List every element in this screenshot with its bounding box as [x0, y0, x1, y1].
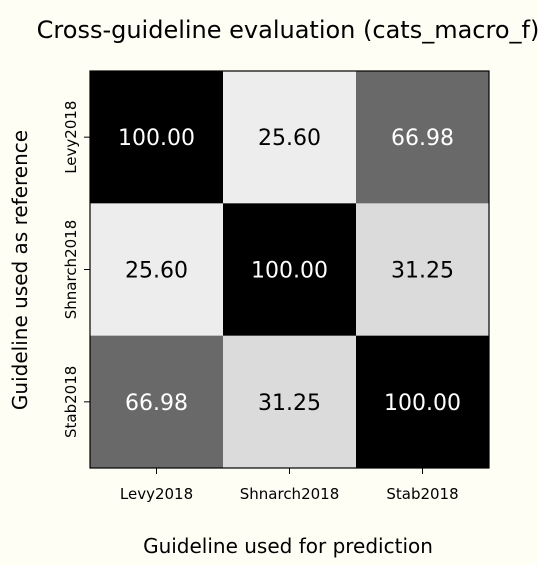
heatmap-cell-1-2	[356, 203, 490, 337]
x-axis-ticks: Levy2018 Shnarch2018 Stab2018	[120, 468, 459, 503]
chart-title: Cross-guideline evaluation (cats_macro_f…	[37, 16, 538, 44]
cell-value-label-1-0: 25.60	[125, 259, 188, 284]
y-tick-label-1: Shnarch2018	[62, 220, 80, 320]
cell-value-label-0-1: 25.60	[258, 126, 321, 151]
x-axis-label: Guideline used for prediction	[143, 534, 433, 558]
y-tick-label-2: Stab2018	[62, 366, 80, 438]
heatmap-cell-0-2	[356, 71, 490, 204]
cell-value-label-2-0: 66.98	[125, 391, 188, 416]
cell-value-label-1-1: 100.00	[251, 259, 328, 284]
cell-value-label-1-2: 31.25	[391, 259, 454, 284]
x-tick-label-1: Shnarch2018	[240, 485, 340, 503]
y-axis-ticks: Levy2018 Shnarch2018 Stab2018	[62, 101, 90, 438]
y-tick-label-0: Levy2018	[62, 101, 80, 174]
cell-value-label-0-2: 66.98	[391, 126, 454, 151]
x-tick-label-2: Stab2018	[386, 485, 458, 503]
heatmap-cell-0-0	[90, 71, 224, 204]
heatmap-cell-labels: 100.00 25.60 66.98 25.60 100.00 31.25 66.98 31.…	[118, 126, 461, 416]
heatmap-cell-1-0	[90, 203, 224, 337]
cell-value-label-2-1: 31.25	[258, 391, 321, 416]
cell-value-label-0-0: 100.00	[118, 126, 195, 151]
heatmap-cell-2-0	[90, 335, 224, 469]
heatmap-cells	[90, 71, 490, 469]
heatmap-cell-2-2	[356, 335, 490, 469]
heatmap-cell-2-1	[223, 335, 357, 469]
x-tick-label-0: Levy2018	[120, 485, 193, 503]
cell-value-label-2-2: 100.00	[384, 391, 461, 416]
y-axis-label: Guideline used as reference	[8, 130, 32, 410]
heatmap-cell-0-1	[223, 71, 357, 204]
heatmap-cell-1-1	[223, 203, 357, 337]
